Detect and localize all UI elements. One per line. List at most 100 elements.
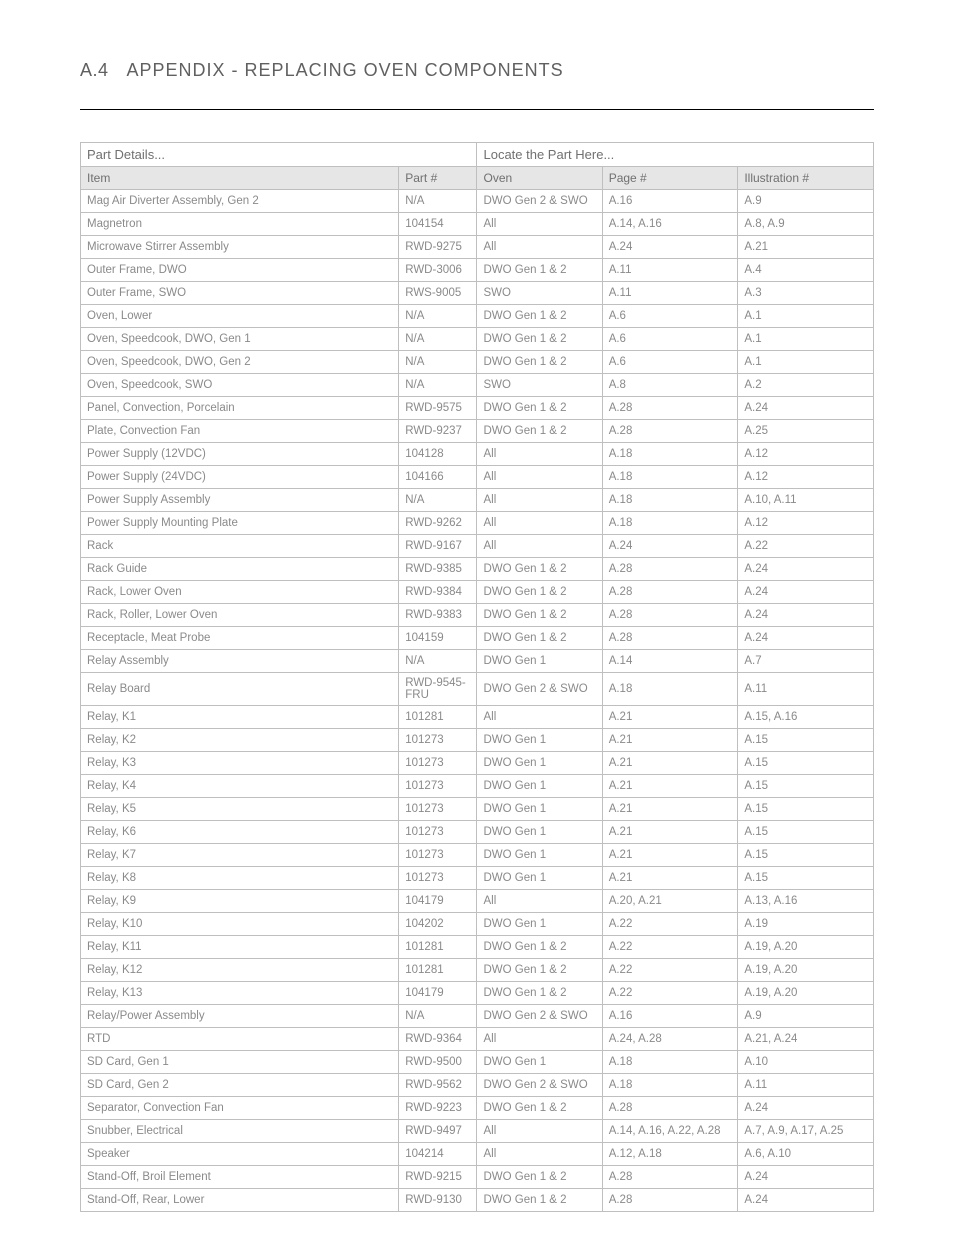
cell-oven: All [477,535,602,558]
cell-oven: All [477,236,602,259]
cell-item: Relay, K2 [81,729,399,752]
cell-illustration: A.1 [738,351,874,374]
cell-page: A.18 [602,443,738,466]
cell-page: A.28 [602,581,738,604]
table-row: Oven, Speedcook, DWO, Gen 2N/ADWO Gen 1 … [81,351,874,374]
group-header-left: Part Details... [81,143,477,167]
cell-page: A.21 [602,867,738,890]
cell-illustration: A.15 [738,844,874,867]
cell-oven: DWO Gen 2 & SWO [477,190,602,213]
cell-illustration: A.24 [738,1166,874,1189]
cell-oven: DWO Gen 1 [477,913,602,936]
cell-illustration: A.4 [738,259,874,282]
cell-oven: All [477,443,602,466]
table-group-header-row: Part Details... Locate the Part Here... [81,143,874,167]
table-row: Relay/Power AssemblyN/ADWO Gen 2 & SWOA.… [81,1005,874,1028]
cell-illustration: A.24 [738,627,874,650]
cell-part: RWD-9545-FRU [399,673,477,706]
cell-illustration: A.15 [738,798,874,821]
cell-part: 101281 [399,959,477,982]
cell-part: 101281 [399,706,477,729]
cell-page: A.21 [602,706,738,729]
cell-item: Oven, Speedcook, SWO [81,374,399,397]
cell-oven: All [477,512,602,535]
cell-page: A.11 [602,259,738,282]
table-row: Oven, Speedcook, SWON/ASWOA.8A.2 [81,374,874,397]
cell-part: N/A [399,489,477,512]
table-row: Relay, K12101281DWO Gen 1 & 2A.22A.19, A… [81,959,874,982]
parts-table: Part Details... Locate the Part Here... … [80,142,874,1212]
cell-oven: DWO Gen 1 [477,798,602,821]
table-row: Relay, K9104179AllA.20, A.21A.13, A.16 [81,890,874,913]
cell-part: RWD-9364 [399,1028,477,1051]
cell-illustration: A.22 [738,535,874,558]
table-row: Relay AssemblyN/ADWO Gen 1A.14A.7 [81,650,874,673]
cell-oven: All [477,1143,602,1166]
cell-part: 101281 [399,936,477,959]
cell-page: A.28 [602,627,738,650]
cell-item: Relay, K7 [81,844,399,867]
cell-illustration: A.21, A.24 [738,1028,874,1051]
cell-item: Relay, K4 [81,775,399,798]
cell-item: Stand-Off, Broil Element [81,1166,399,1189]
cell-oven: DWO Gen 1 [477,775,602,798]
col-item: Item [81,167,399,190]
cell-oven: DWO Gen 1 & 2 [477,305,602,328]
cell-part: N/A [399,328,477,351]
cell-page: A.24, A.28 [602,1028,738,1051]
cell-item: Relay, K6 [81,821,399,844]
cell-item: Stand-Off, Rear, Lower [81,1189,399,1212]
cell-item: Relay Assembly [81,650,399,673]
table-row: Speaker104214AllA.12, A.18A.6, A.10 [81,1143,874,1166]
cell-illustration: A.24 [738,558,874,581]
cell-part: N/A [399,305,477,328]
cell-item: Relay, K11 [81,936,399,959]
cell-page: A.6 [602,351,738,374]
table-row: Stand-Off, Broil ElementRWD-9215DWO Gen … [81,1166,874,1189]
table-row: Relay, K8101273DWO Gen 1A.21A.15 [81,867,874,890]
cell-item: Power Supply Mounting Plate [81,512,399,535]
cell-item: Relay, K8 [81,867,399,890]
cell-part: RWD-9385 [399,558,477,581]
cell-part: RWD-9237 [399,420,477,443]
cell-page: A.28 [602,1189,738,1212]
cell-part: RWD-9130 [399,1189,477,1212]
cell-illustration: A.13, A.16 [738,890,874,913]
cell-item: Relay, K3 [81,752,399,775]
cell-item: Oven, Speedcook, DWO, Gen 1 [81,328,399,351]
cell-oven: DWO Gen 1 & 2 [477,1097,602,1120]
cell-illustration: A.10, A.11 [738,489,874,512]
cell-oven: DWO Gen 2 & SWO [477,1005,602,1028]
cell-oven: DWO Gen 2 & SWO [477,673,602,706]
cell-page: A.28 [602,397,738,420]
col-part: Part # [399,167,477,190]
cell-item: Panel, Convection, Porcelain [81,397,399,420]
cell-oven: DWO Gen 2 & SWO [477,1074,602,1097]
table-column-header-row: Item Part # Oven Page # Illustration # [81,167,874,190]
cell-item: RTD [81,1028,399,1051]
table-row: Relay, K3101273DWO Gen 1A.21A.15 [81,752,874,775]
cell-oven: All [477,1120,602,1143]
cell-part: RWD-9262 [399,512,477,535]
cell-oven: DWO Gen 1 & 2 [477,420,602,443]
cell-item: Microwave Stirrer Assembly [81,236,399,259]
cell-oven: DWO Gen 1 & 2 [477,351,602,374]
cell-part: 104179 [399,890,477,913]
cell-illustration: A.3 [738,282,874,305]
table-row: Snubber, ElectricalRWD-9497AllA.14, A.16… [81,1120,874,1143]
cell-item: Mag Air Diverter Assembly, Gen 2 [81,190,399,213]
cell-part: RWD-3006 [399,259,477,282]
cell-item: Rack, Lower Oven [81,581,399,604]
cell-item: Rack [81,535,399,558]
cell-oven: DWO Gen 1 & 2 [477,1189,602,1212]
table-row: Outer Frame, DWORWD-3006DWO Gen 1 & 2A.1… [81,259,874,282]
cell-oven: DWO Gen 1 & 2 [477,581,602,604]
cell-item: SD Card, Gen 1 [81,1051,399,1074]
table-row: Magnetron104154AllA.14, A.16A.8, A.9 [81,213,874,236]
cell-page: A.6 [602,328,738,351]
cell-item: Separator, Convection Fan [81,1097,399,1120]
page-title: APPENDIX - REPLACING OVEN COMPONENTS [127,60,564,81]
table-row: Relay, K13104179DWO Gen 1 & 2A.22A.19, A… [81,982,874,1005]
table-row: Receptacle, Meat Probe104159DWO Gen 1 & … [81,627,874,650]
cell-page: A.6 [602,305,738,328]
